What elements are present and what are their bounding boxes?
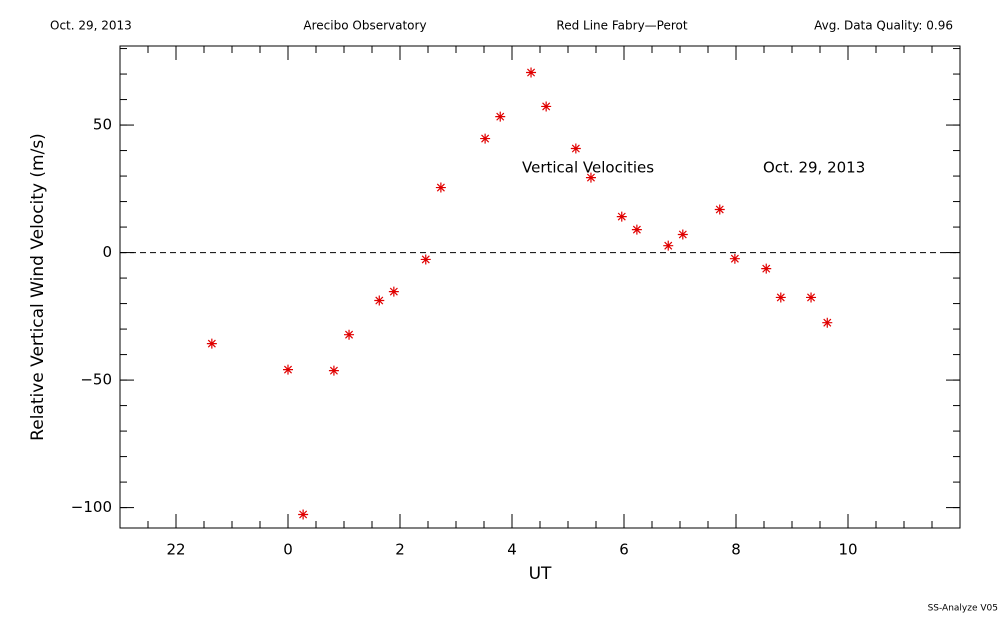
x-tick-label: 10 (838, 541, 857, 559)
x-tick-label: 6 (619, 541, 629, 559)
point (388, 286, 399, 297)
x-tick-label: 2 (395, 541, 405, 559)
point (283, 364, 293, 375)
x-tick-label: 8 (731, 541, 741, 559)
point (729, 253, 740, 264)
header-text: Red Line Fabry—Perot (556, 19, 687, 33)
y-tick-label: 0 (102, 243, 112, 261)
point (344, 329, 355, 340)
point (420, 254, 431, 265)
point (206, 338, 217, 349)
point (806, 292, 817, 303)
plot-frame (119, 45, 961, 529)
point (822, 317, 833, 328)
point (775, 292, 786, 303)
point (663, 240, 674, 251)
point (374, 295, 385, 306)
point (761, 263, 772, 274)
y-tick-label: 50 (93, 116, 112, 134)
point (480, 133, 491, 144)
x-tick-label: 22 (166, 541, 185, 559)
point (495, 111, 506, 122)
x-tick-label: 0 (283, 541, 293, 559)
x-axis-label: UT (529, 564, 552, 584)
footer: SS-Analyze V05 (928, 604, 998, 614)
y-axis-label: Relative Vertical Wind Velocity (m/s) (28, 133, 48, 441)
point (616, 211, 627, 222)
point (631, 224, 642, 235)
y-tick-label: −100 (71, 498, 112, 516)
point (526, 67, 537, 78)
annotation: Oct. 29, 2013 (763, 159, 865, 177)
point (435, 182, 446, 193)
point (541, 101, 552, 112)
header-text: Arecibo Observatory (303, 19, 426, 33)
point (298, 509, 309, 520)
point (570, 143, 581, 154)
annotation: Vertical Velocities (522, 159, 654, 177)
point (677, 229, 688, 240)
x-tick-label: 4 (507, 541, 517, 559)
point (585, 172, 596, 183)
y-tick-label: −50 (80, 371, 112, 389)
point (714, 204, 725, 215)
point (328, 365, 339, 376)
header-text: Oct. 29, 2013 (50, 19, 132, 33)
header-text: Avg. Data Quality: 0.96 (814, 19, 953, 33)
